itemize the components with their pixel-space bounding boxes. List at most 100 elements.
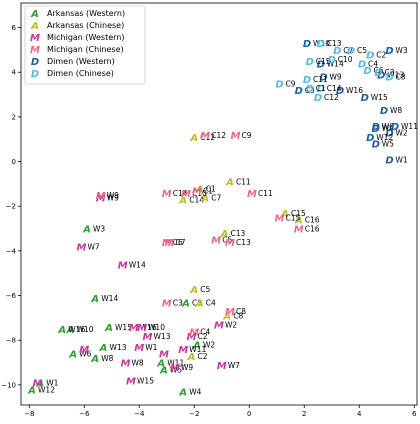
data-point: D W16	[336, 86, 363, 97]
point-label: C2	[376, 50, 386, 59]
point-label: W1	[396, 155, 408, 164]
point-label: W15	[115, 323, 132, 332]
data-point: A W1	[35, 379, 58, 390]
point-label: C11	[313, 75, 328, 84]
data-point: M W7	[217, 361, 240, 372]
point-marker: D	[372, 124, 380, 135]
data-point: A C3	[181, 298, 202, 309]
point-marker: D	[336, 86, 344, 97]
point-label: W9	[107, 191, 119, 200]
point-marker: A	[66, 325, 75, 336]
point-marker: A	[192, 341, 201, 352]
point-marker: D	[328, 55, 336, 66]
point-label: W13	[154, 332, 171, 341]
data-point: M W9	[96, 191, 119, 202]
data-point: D C11	[303, 75, 328, 86]
point-label: W5	[382, 140, 394, 149]
point-marker: D	[363, 66, 371, 77]
point-marker: D	[275, 79, 283, 90]
data-point: M C14	[162, 189, 188, 200]
point-marker: D	[319, 73, 327, 84]
legend-entry: A Arkansas (Chinese)	[30, 21, 124, 32]
point-label: C15	[291, 209, 306, 218]
point-marker: M	[96, 193, 106, 204]
data-point: D C4	[358, 59, 378, 70]
point-label: W8	[101, 354, 113, 363]
legend-entry: M Michigan (Chinese)	[30, 45, 124, 56]
point-marker: A	[159, 365, 168, 376]
point-label: C1	[316, 84, 326, 93]
point-label: C15	[316, 57, 331, 66]
data-point: D C15	[306, 57, 331, 68]
point-marker: D	[385, 46, 393, 57]
data-point: M C15	[275, 213, 301, 224]
point-label: C6	[374, 66, 384, 75]
y-tick-label: −6	[6, 292, 17, 300]
data-point: D C13	[317, 39, 342, 50]
point-marker: M	[162, 238, 172, 249]
point-marker: M	[143, 332, 153, 343]
x-tick-label: 0	[247, 410, 251, 418]
data-point: A C11	[225, 178, 251, 189]
point-marker: M	[33, 379, 43, 390]
point-label: W4	[382, 124, 394, 133]
point-label: C12	[324, 93, 339, 102]
point-label: W13	[387, 70, 404, 79]
point-marker: A	[82, 225, 91, 236]
x-tick-label: 2	[302, 410, 306, 418]
point-label: C12	[211, 131, 226, 140]
point-marker: M	[214, 321, 224, 332]
point-label: W12	[38, 385, 55, 394]
data-point: D C14	[317, 84, 342, 95]
data-point: A C15	[280, 209, 306, 220]
legend-marker: A	[30, 9, 39, 20]
data-point: A W12	[27, 385, 55, 396]
point-marker: D	[358, 59, 366, 70]
data-point: D C6	[363, 66, 383, 77]
data-point: A C16	[294, 216, 320, 227]
point-marker: A	[68, 350, 77, 361]
point-marker: D	[385, 129, 393, 140]
point-label: W10	[313, 39, 330, 48]
point-label: C4	[206, 298, 216, 307]
point-label: W9	[107, 193, 119, 202]
data-point: D C3	[295, 86, 315, 97]
point-label: C7	[211, 193, 221, 202]
legend-label: Dimen (Chinese)	[47, 69, 114, 78]
point-label: C14	[173, 189, 188, 198]
data-point: M W15	[126, 376, 154, 387]
data-point: D W15	[361, 93, 388, 104]
point-label: C9	[286, 79, 296, 88]
data-point: D W13	[377, 70, 404, 81]
data-point: M W14	[118, 260, 146, 271]
data-point: D C8	[385, 73, 405, 84]
data-point: D W5	[372, 140, 395, 151]
point-label: C3	[305, 86, 315, 95]
point-marker: M	[178, 345, 188, 356]
point-label: W14	[101, 294, 118, 303]
point-label: C8	[236, 307, 246, 316]
point-marker: M	[275, 213, 285, 224]
point-marker: D	[303, 75, 311, 86]
y-tick-label: −10	[1, 381, 16, 389]
point-marker: D	[385, 155, 393, 166]
data-point: D W9	[319, 73, 342, 84]
point-label: C8	[396, 73, 406, 82]
legend-box	[24, 5, 146, 85]
point-marker: A	[189, 133, 198, 144]
data-point: M C2	[187, 332, 208, 343]
point-label: C7	[176, 238, 186, 247]
point-marker: A	[35, 379, 44, 390]
point-label: C1	[203, 187, 213, 196]
point-marker: D	[314, 93, 322, 104]
data-point: M C10	[181, 189, 207, 200]
point-marker: A	[178, 388, 187, 399]
point-label: C2	[198, 332, 208, 341]
data-point: M W11	[178, 345, 206, 356]
data-point: A C4	[195, 298, 216, 309]
point-marker: A	[90, 354, 99, 365]
point-label: W13	[110, 343, 127, 352]
point-marker: A	[195, 184, 204, 195]
point-marker: D	[366, 133, 374, 144]
